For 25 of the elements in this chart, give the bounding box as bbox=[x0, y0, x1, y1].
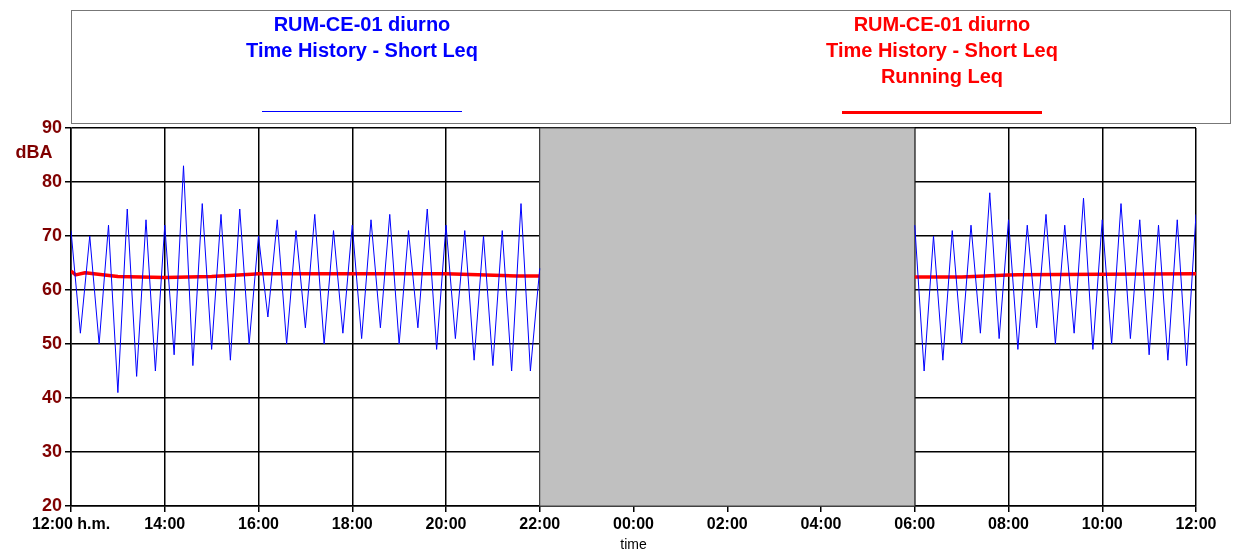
text: RUM-CE-01 diurno Time History - Short Leq bbox=[245, 12, 479, 63]
y-tick-label: 50 bbox=[41, 332, 62, 353]
y-tick-label: 60 bbox=[41, 278, 62, 299]
text: RUM-CE-01 diurno Time History - Short Leq Running Leq bbox=[825, 12, 1059, 89]
y-tick-label: 70 bbox=[41, 224, 62, 245]
x-tick-label: 16:00 bbox=[238, 515, 280, 533]
x-tick-label: 22:00 bbox=[519, 515, 561, 533]
x-tick-label: 04:00 bbox=[800, 515, 842, 533]
x-tick-label: 02:00 bbox=[706, 515, 748, 533]
y-tick-label: 90 bbox=[41, 116, 62, 137]
x-tick-label: 12:00 h.m. bbox=[31, 515, 111, 533]
y-tick-label: 40 bbox=[41, 386, 62, 407]
x-tick-label: 08:00 bbox=[988, 515, 1030, 533]
y-tick-label: 20 bbox=[41, 494, 62, 515]
x-tick-label: 18:00 bbox=[331, 515, 373, 533]
y-tick-label: 30 bbox=[41, 440, 62, 461]
x-axis-title: time bbox=[620, 536, 647, 553]
x-tick-label: 00:00 bbox=[613, 515, 655, 533]
x-tick-label: 06:00 bbox=[894, 515, 936, 533]
x-tick-label: 12:00 bbox=[1175, 515, 1217, 533]
x-tick-label: 10:00 bbox=[1081, 515, 1123, 533]
x-tick-label: 14:00 bbox=[144, 515, 186, 533]
y-axis-title: dBA bbox=[15, 141, 53, 162]
y-tick-label: 80 bbox=[41, 170, 62, 191]
x-tick-label: 20:00 bbox=[425, 515, 467, 533]
